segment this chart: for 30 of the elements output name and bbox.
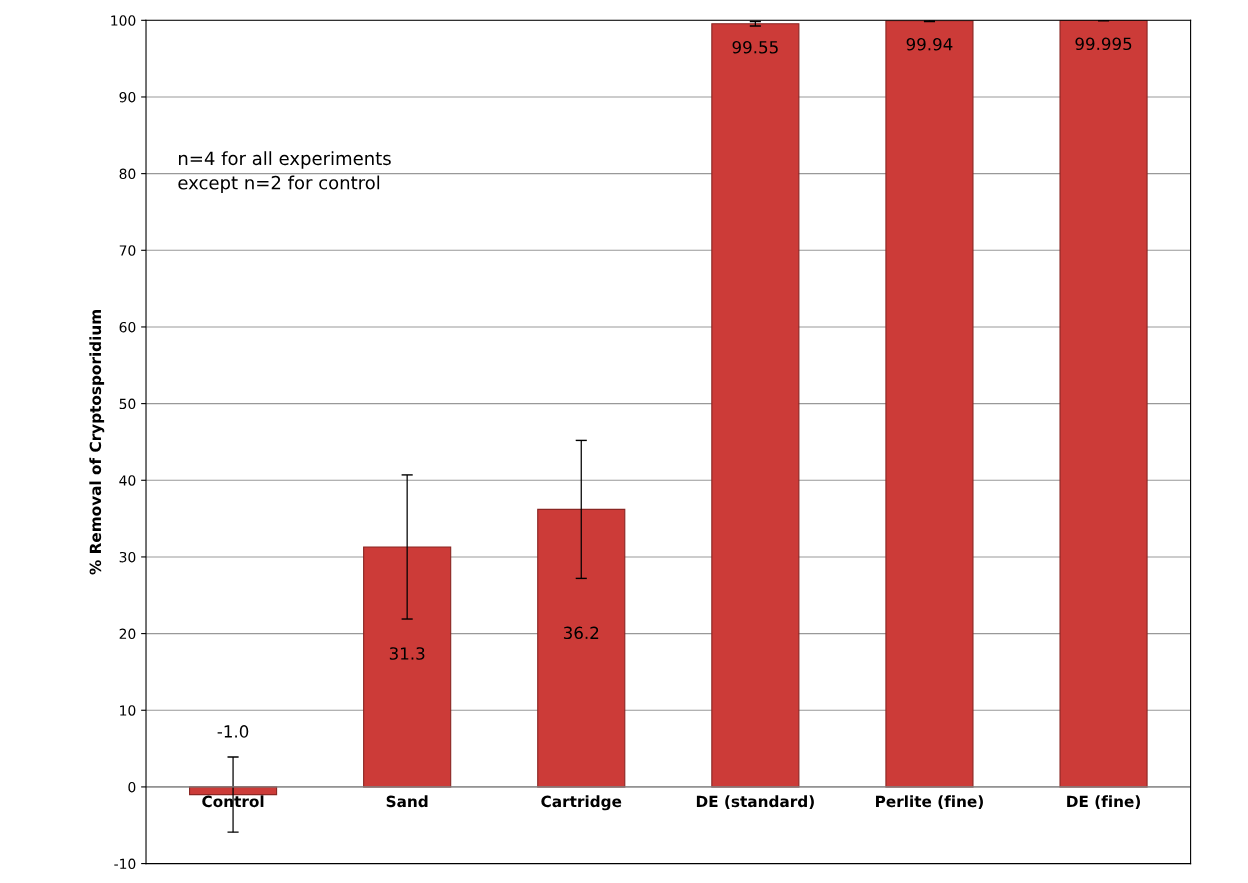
y-tick-label: 90 <box>119 91 136 103</box>
data-label: 99.94 <box>906 37 953 51</box>
bar <box>537 508 626 788</box>
y-tick-label: 20 <box>119 628 136 640</box>
x-tick-label: DE (fine) <box>1067 795 1140 809</box>
y-tick-label: 0 <box>128 781 136 793</box>
annotation: n=4 for all experiments except n=2 for control <box>178 151 391 193</box>
x-tick-label: Sand <box>386 795 428 808</box>
data-label: 99.55 <box>732 40 778 54</box>
x-tick-label: Cartridge <box>541 795 622 811</box>
data-label: 31.3 <box>389 647 425 660</box>
x-tick-label: DE (standard) <box>696 795 814 809</box>
y-tick-label: 80 <box>119 168 136 180</box>
bar <box>711 23 800 788</box>
y-tick-label: 10 <box>120 705 136 716</box>
y-tick-label: 100 <box>111 15 136 26</box>
data-label: 99.995 <box>1075 37 1132 51</box>
y-axis-title: % Removal of Cryptosporidium <box>89 310 105 575</box>
y-tick-label: 60 <box>119 321 136 333</box>
y-tick-label: 50 <box>119 398 136 410</box>
x-tick-label: Perlite (fine) <box>876 795 983 809</box>
bar <box>885 20 974 788</box>
y-tick-label: -10 <box>114 858 136 870</box>
bar <box>1059 20 1148 788</box>
data-label: -1.0 <box>217 725 249 738</box>
bar <box>363 546 452 788</box>
data-label: 36.2 <box>563 626 599 640</box>
y-tick-label: 70 <box>119 245 136 256</box>
y-tick-label: 40 <box>119 475 136 486</box>
y-tick-label: 30 <box>119 551 136 563</box>
